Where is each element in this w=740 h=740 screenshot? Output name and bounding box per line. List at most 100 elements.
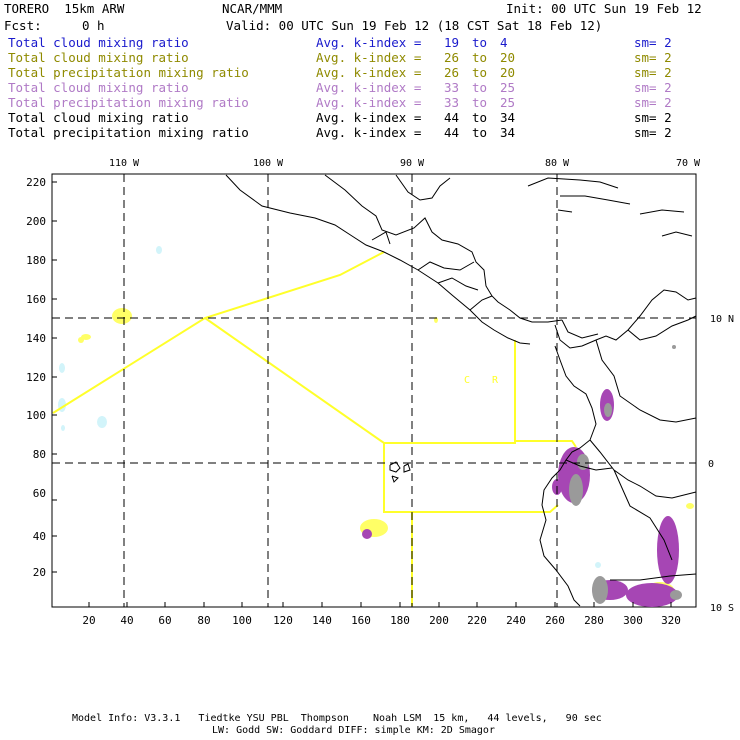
legend-stat: Avg. k-index = (316, 95, 422, 110)
legend-to: 20 (500, 50, 516, 65)
y-tick-label: 100 (26, 409, 46, 422)
lat-label: 10 S (710, 603, 734, 614)
legend-to-word: to (472, 50, 488, 65)
legend-to: 20 (500, 65, 516, 80)
y-tick-label: 20 (33, 566, 46, 579)
cloud-blob (97, 416, 107, 428)
x-tick-label: 60 (158, 614, 171, 627)
x-tick-label: 240 (506, 614, 526, 627)
legend-from: 26 (444, 50, 460, 65)
legend-field: Total precipitation mixing ratio (8, 65, 249, 80)
legend-stat: Avg. k-index = (316, 125, 422, 140)
y-tick-label: 200 (26, 215, 46, 228)
legend-stat: Avg. k-index = (316, 50, 422, 65)
legend-field: Total precipitation mixing ratio (8, 125, 249, 140)
precip-blob (686, 503, 694, 509)
x-tick-label: 320 (661, 614, 681, 627)
purple-blob (362, 529, 372, 539)
model-name: TORERO 15km ARW (4, 1, 125, 16)
region-boundaries (52, 251, 577, 606)
forecast-label: Fcst: (4, 18, 42, 33)
x-tick-label: 300 (623, 614, 643, 627)
legend-to-word: to (472, 35, 488, 50)
y-tick-label: 60 (33, 487, 46, 500)
legend-smooth: sm= 2 (634, 95, 672, 110)
physics-info-line: LW: Godd SW: Goddard DIFF: simple KM: 2D… (212, 725, 495, 736)
map-frame (51, 173, 697, 608)
lon-label: 110 W (109, 158, 140, 169)
x-tick-label: 180 (390, 614, 410, 627)
gray-blob (604, 403, 612, 417)
lat-label: 0 (708, 459, 714, 470)
cloud-shading (58, 246, 694, 607)
legend-smooth: sm= 2 (634, 65, 672, 80)
lat-label: 10 N (710, 314, 734, 325)
x-tick-label: 20 (82, 614, 95, 627)
x-tick-label: 220 (467, 614, 487, 627)
region-letter: R (492, 375, 499, 386)
legend-stat: Avg. k-index = (316, 80, 422, 95)
lon-label: 100 W (253, 158, 284, 169)
cloud-blob (61, 425, 65, 431)
institution: NCAR/MMM (222, 1, 283, 16)
precip-blob (112, 308, 132, 324)
x-tick-label: 140 (312, 614, 332, 627)
y-tick-label: 220 (26, 176, 46, 189)
legend-from: 19 (444, 35, 460, 50)
legend-field: Total cloud mixing ratio (8, 110, 189, 125)
legend-smooth: sm= 2 (634, 125, 672, 140)
x-tick-label: 200 (429, 614, 449, 627)
legend-from: 33 (444, 80, 460, 95)
precip-blob (78, 337, 84, 343)
region-letters: C R (464, 375, 499, 386)
graticule (52, 174, 696, 607)
legend-to-word: to (472, 110, 488, 125)
y-tick-label: 180 (26, 254, 46, 267)
cloud-blob (59, 363, 65, 373)
y-tick-label: 40 (33, 530, 46, 543)
lon-label: 70 W (676, 158, 701, 169)
purple-blob (626, 583, 678, 607)
latitude-labels: 10 N 0 10 S (708, 314, 734, 614)
legend-field: Total cloud mixing ratio (8, 80, 189, 95)
x-tick-label: 100 (232, 614, 252, 627)
gray-blob (592, 576, 608, 604)
forecast-hours: 0 h (82, 18, 105, 33)
legend-stat: Avg. k-index = (316, 110, 422, 125)
x-tick-label: 260 (545, 614, 565, 627)
legend-field: Total cloud mixing ratio (8, 35, 189, 50)
valid-time: Valid: 00 UTC Sun 19 Feb 12 (18 CST Sat … (226, 18, 603, 33)
legend-to-word: to (472, 80, 488, 95)
longitude-labels: 110 W 100 W 90 W 80 W 70 W (109, 158, 701, 169)
legend-to: 34 (500, 110, 516, 125)
legend-to-word: to (472, 65, 488, 80)
x-tick-label: 120 (273, 614, 293, 627)
x-axis-labels: 20 40 60 80 100 120 140 160 180 200 220 … (82, 614, 681, 627)
gray-blob (670, 590, 682, 600)
legend-to: 25 (500, 80, 516, 95)
legend-field: Total precipitation mixing ratio (8, 95, 249, 110)
y-tick-label: 160 (26, 293, 46, 306)
cloud-blob (595, 562, 601, 568)
lon-label: 90 W (400, 158, 425, 169)
legend-to: 4 (500, 35, 508, 50)
tick-marks (52, 181, 672, 607)
legend-smooth: sm= 2 (634, 80, 672, 95)
gray-blob (569, 474, 583, 506)
x-tick-label: 80 (197, 614, 210, 627)
legend-to-word: to (472, 125, 488, 140)
legend-field: Total cloud mixing ratio (8, 50, 189, 65)
legend-from: 44 (444, 110, 460, 125)
legend-smooth: sm= 2 (634, 110, 672, 125)
legend-smooth: sm= 2 (634, 50, 672, 65)
coastlines (225, 174, 697, 607)
x-tick-label: 160 (351, 614, 371, 627)
legend-from: 26 (444, 65, 460, 80)
legend-stat: Avg. k-index = (316, 35, 422, 50)
legend-from: 33 (444, 95, 460, 110)
model-info-line: Model Info: V3.3.1 Tiedtke YSU PBL Thomp… (72, 713, 602, 724)
region-letter: C (464, 375, 470, 386)
y-tick-label: 120 (26, 371, 46, 384)
x-tick-label: 40 (120, 614, 133, 627)
